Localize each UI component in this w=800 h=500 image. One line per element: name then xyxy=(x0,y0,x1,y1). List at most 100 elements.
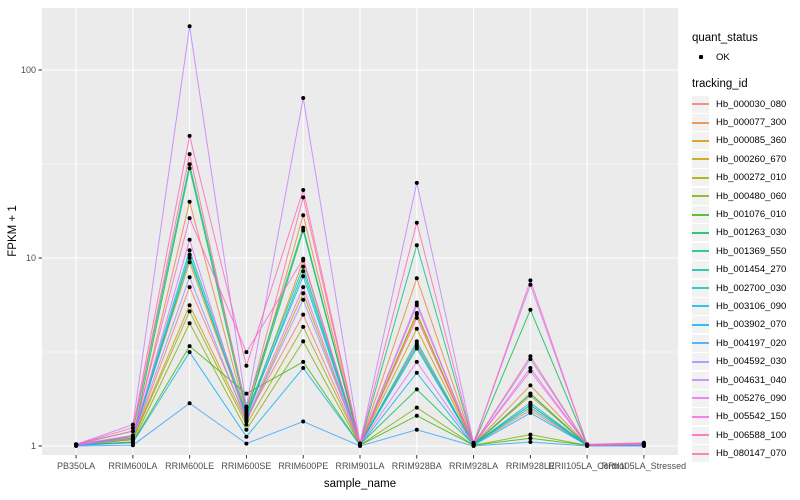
legend-item-label: Hb_000260_670 xyxy=(716,153,787,165)
legend-item-ok-label: OK xyxy=(716,51,730,63)
legend-item-tracking: Hb_000260_670 xyxy=(692,150,798,168)
tracking-id-legend-items: Hb_000030_080 Hb_000077_300 Hb_000085_360 H… xyxy=(692,95,798,463)
legend-item-tracking: Hb_001076_010 xyxy=(692,205,798,224)
data-point xyxy=(187,162,192,167)
data-point xyxy=(414,315,419,320)
data-point xyxy=(301,96,306,100)
data-point xyxy=(301,285,306,290)
data-point xyxy=(585,443,590,448)
y-tick-label: 1 xyxy=(31,441,36,451)
data-point xyxy=(187,275,192,280)
data-point xyxy=(528,369,533,374)
legend-item-tracking: Hb_006588_100 xyxy=(692,426,798,444)
x-tick-label: RRII105LA_Control xyxy=(548,461,626,471)
data-point xyxy=(301,188,306,192)
legend-item-label: Hb_000077_300 xyxy=(716,117,787,129)
x-tick-label: RRIM600PE xyxy=(278,461,328,471)
data-point xyxy=(301,269,306,274)
data-point xyxy=(301,225,306,230)
data-point xyxy=(414,346,419,351)
data-point xyxy=(414,300,419,305)
series-color-swatch xyxy=(692,371,709,389)
legend-item-label: Hb_001263_030 xyxy=(716,227,787,239)
series-color-swatch xyxy=(692,389,709,407)
plot-panel: PB350LA RRIM600LA RRIM600LE RRIM600SE RRIM60… xyxy=(21,8,686,471)
data-point xyxy=(130,443,135,448)
data-point xyxy=(244,404,249,409)
x-tick-label: RRIM928BA xyxy=(392,461,442,471)
data-point xyxy=(414,180,419,185)
legend-item-label: Hb_001454_270 xyxy=(716,264,787,276)
legend-item-tracking: Hb_004197_020 xyxy=(692,334,798,352)
data-point xyxy=(301,297,306,302)
legend-item-tracking: Hb_000480_060 xyxy=(692,187,798,205)
legend-item-tracking: Hb_001454_270 xyxy=(692,261,798,279)
point-marker-icon xyxy=(692,48,709,66)
data-point xyxy=(528,282,533,287)
data-point xyxy=(244,391,249,396)
series-color-swatch xyxy=(692,224,709,242)
legend-item-tracking: Hb_003902_070 xyxy=(692,316,798,334)
data-point xyxy=(528,366,533,370)
legend-item-tracking: Hb_080147_070 xyxy=(692,444,798,463)
data-point xyxy=(414,339,419,344)
series-color-swatch xyxy=(692,187,709,205)
legend-item-tracking: Hb_001263_030 xyxy=(692,224,798,242)
legend-item-tracking: Hb_003106_090 xyxy=(692,297,798,315)
data-point xyxy=(187,303,192,308)
data-point xyxy=(187,199,192,204)
data-point xyxy=(187,252,192,257)
x-tick-label: RRIM928LA xyxy=(449,461,498,471)
data-point xyxy=(528,440,533,444)
data-point xyxy=(301,228,306,233)
legend-item-label: Hb_000272_010 xyxy=(716,172,787,184)
x-tick-label: RRIM600LA xyxy=(108,461,157,471)
data-point xyxy=(528,357,533,362)
data-point xyxy=(244,363,249,368)
data-point xyxy=(528,403,533,408)
data-point xyxy=(301,213,306,218)
data-point xyxy=(414,311,419,315)
legend-item-tracking: Hb_000030_080 xyxy=(692,95,798,113)
legend-item-tracking: Hb_005542_150 xyxy=(692,408,798,426)
legend-title-quant-status: quant_status xyxy=(692,32,758,44)
legend-item-label: Hb_001076_010 xyxy=(716,209,787,221)
series-color-swatch xyxy=(692,426,709,444)
data-point xyxy=(130,429,135,434)
data-point xyxy=(301,312,306,317)
legend-item-label: Hb_003902_070 xyxy=(716,319,787,331)
data-point xyxy=(244,427,249,432)
data-point xyxy=(528,391,533,396)
series-color-swatch xyxy=(692,169,709,187)
data-point xyxy=(641,441,646,446)
series-color-swatch xyxy=(692,334,709,352)
data-point xyxy=(187,401,192,406)
legend: quant_status OK tracking_id Hb_000030_08… xyxy=(692,32,798,463)
data-point xyxy=(301,195,306,200)
x-tick-label: RRIM600LE xyxy=(165,461,214,471)
data-point xyxy=(414,370,419,375)
data-point xyxy=(301,274,306,279)
x-tick-label: PB350LA xyxy=(57,461,95,471)
data-point xyxy=(414,427,419,432)
data-point xyxy=(187,24,192,29)
x-tick-label: RRIM600SE xyxy=(221,461,271,471)
legend-item-label: Hb_005542_150 xyxy=(716,411,787,423)
data-point xyxy=(187,260,192,265)
legend-item-tracking: Hb_000085_360 xyxy=(692,132,798,150)
data-point xyxy=(358,442,362,447)
legend-item-ok: OK xyxy=(692,48,798,66)
x-axis-title: sample_name xyxy=(323,478,397,490)
legend-item-label: Hb_080147_070 xyxy=(716,448,787,460)
data-point xyxy=(244,408,249,413)
series-color-swatch xyxy=(692,353,709,371)
data-point xyxy=(414,303,419,308)
legend-item-label: Hb_004592_030 xyxy=(716,356,787,368)
series-color-swatch xyxy=(692,150,709,168)
x-tick-label: RRIM928LE xyxy=(506,461,555,471)
legend-item-label: Hb_001369_550 xyxy=(716,245,787,257)
data-point xyxy=(130,422,135,427)
data-point xyxy=(187,321,192,326)
data-point xyxy=(528,432,533,437)
